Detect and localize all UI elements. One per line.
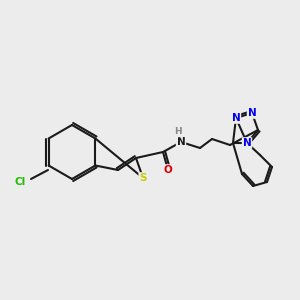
Text: N: N [177,137,185,147]
Text: S: S [139,173,147,183]
Text: H: H [174,128,182,136]
Text: N: N [248,108,256,118]
Text: O: O [164,165,172,175]
Text: N: N [232,113,240,123]
Text: N: N [243,138,251,148]
Text: Cl: Cl [14,177,26,187]
